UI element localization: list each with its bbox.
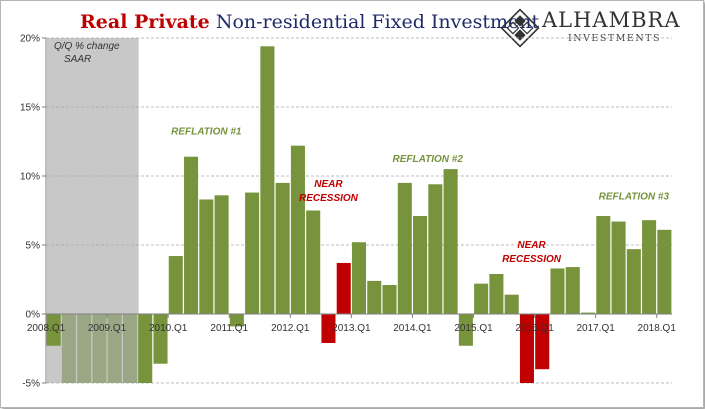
y-tick-label: 10% — [20, 172, 40, 183]
y-axis-unit-label: SAAR — [64, 54, 91, 65]
annotation-reflation3: REFLATION #3 — [599, 191, 670, 202]
bar-2008Q3 — [77, 314, 92, 383]
alhambra-logo: ALHAMBRA INVESTMENTS — [500, 8, 690, 48]
bar-2014Q1 — [413, 216, 428, 314]
bar-2016Q3 — [565, 267, 580, 314]
bar-2012Q2 — [306, 210, 321, 314]
bar-2013Q2 — [367, 280, 382, 314]
bar-2016Q2 — [550, 268, 565, 314]
bars-layer — [46, 46, 672, 383]
annotation-near2: NEAR — [517, 240, 546, 251]
bar-2018Q1 — [657, 229, 672, 314]
annotation-near2: RECESSION — [502, 254, 562, 265]
bar-2013Q1 — [351, 242, 367, 314]
bar-2011Q2 — [245, 192, 260, 314]
x-tick-label: 2009.Q1 — [88, 323, 127, 334]
x-tick-label: 2016.Q1 — [515, 323, 554, 334]
x-tick-label: 2012.Q1 — [271, 323, 310, 334]
bar-2010Q1 — [168, 256, 183, 314]
logo-subtitle: INVESTMENTS — [568, 33, 662, 44]
bar-2017Q3 — [626, 249, 641, 314]
y-tick-label: 0% — [26, 310, 41, 321]
x-tick-label: 2015.Q1 — [454, 323, 493, 334]
bar-2011Q4 — [275, 182, 290, 314]
chart-title: Real Private Non-residential Fixed Inves… — [80, 11, 539, 33]
gridlines-layer — [46, 37, 672, 384]
x-tick-label: 2017.Q1 — [576, 323, 615, 334]
bar-2017Q2 — [611, 221, 626, 314]
y-tick-label: 15% — [20, 103, 40, 114]
x-tick-label: 2008.Q1 — [27, 323, 66, 334]
bar-2013Q4 — [397, 182, 412, 314]
bar-2013Q3 — [382, 285, 397, 314]
y-axis-unit-label: Q/Q % change — [54, 41, 120, 52]
bar-2010Q4 — [214, 195, 229, 314]
bar-2015Q3 — [504, 294, 519, 314]
bar-2015Q4 — [519, 314, 534, 383]
bar-2009Q2 — [122, 314, 137, 383]
bar-2009Q3 — [138, 314, 153, 383]
logo-name: ALHAMBRA — [542, 8, 681, 32]
bar-2008Q1 — [46, 314, 61, 346]
x-tick-label: 2014.Q1 — [393, 323, 432, 334]
bar-2011Q3 — [260, 46, 275, 314]
bar-2016Q1 — [535, 314, 550, 370]
bar-2010Q3 — [199, 199, 214, 314]
bar-2009Q4 — [153, 314, 168, 364]
bar-2010Q2 — [184, 156, 199, 314]
bar-2014Q4 — [458, 314, 473, 346]
bar-2015Q2 — [489, 273, 504, 314]
bar-2012Q4 — [336, 262, 351, 314]
bar-2012Q3 — [321, 314, 336, 343]
y-tick-label: 5% — [26, 241, 41, 252]
bar-2017Q1 — [596, 216, 611, 314]
annotation-near1: NEAR — [314, 179, 343, 190]
y-tick-label: -5% — [22, 379, 40, 390]
axes-layer — [42, 37, 672, 384]
annotation-reflation2: REFLATION #2 — [393, 154, 464, 165]
x-tick-label: 2013.Q1 — [332, 323, 371, 334]
chart-title-part2: Non-residential Fixed Investment — [215, 11, 540, 33]
x-tick-label: 2018.Q1 — [638, 323, 677, 334]
bar-2015Q1 — [474, 283, 489, 314]
bar-2017Q4 — [642, 220, 657, 314]
diamond-logo-icon — [500, 8, 540, 48]
y-tick-label: 20% — [20, 34, 40, 45]
chart-title-part1: Real Private — [80, 11, 210, 33]
x-tick-label: 2010.Q1 — [149, 323, 188, 334]
bar-2014Q3 — [443, 169, 458, 314]
bar-2008Q2 — [61, 314, 76, 383]
bar-2009Q1 — [107, 314, 122, 383]
bar-2008Q4 — [92, 314, 107, 383]
bar-2014Q2 — [428, 184, 443, 314]
bar-2012Q1 — [290, 145, 305, 314]
annotation-reflation1: REFLATION #1 — [171, 127, 242, 138]
labels-layer: -5% 0% 5% 10% 15% 20% 2008.Q1 2009.Q1 2010.Q1 201… — [20, 34, 676, 390]
x-tick-label: 2011.Q1 — [210, 323, 248, 334]
annotation-near1: RECESSION — [299, 193, 359, 204]
bar-2011Q1 — [229, 314, 244, 327]
bar-2016Q4 — [581, 312, 596, 314]
